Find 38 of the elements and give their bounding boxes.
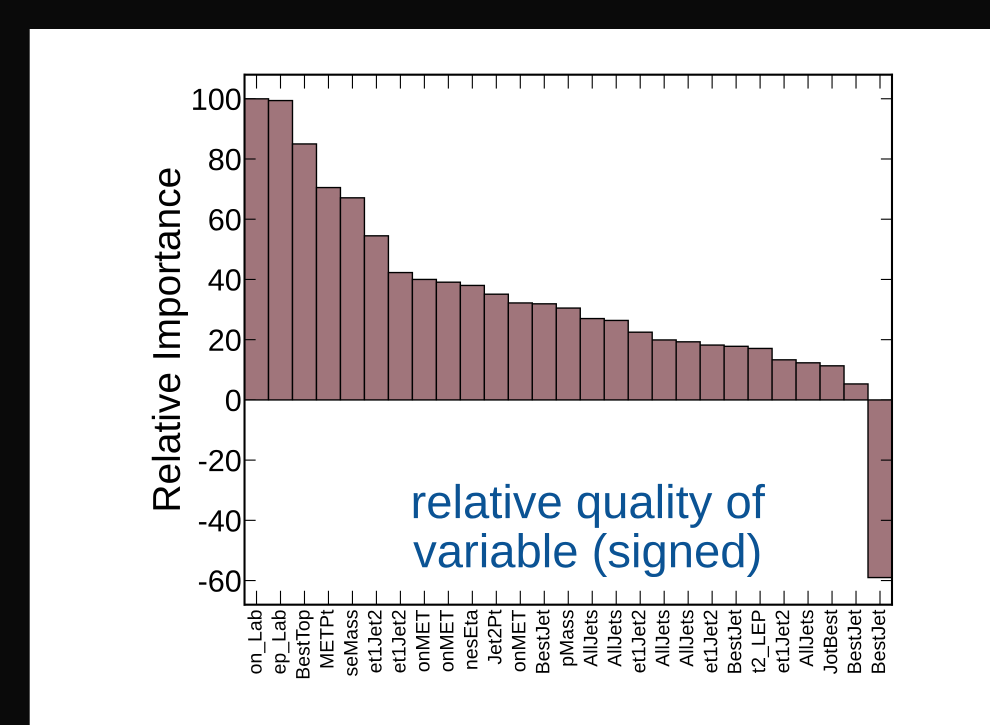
x-tick-label: on_Lab (247, 610, 266, 674)
x-tick-label: METPt (320, 610, 334, 668)
annotation: relative quality of variable (signed) (413, 484, 765, 578)
x-tick-label: et1Jet2 (368, 610, 382, 672)
x-tick-label: BestJet (728, 610, 742, 673)
x-tick-label: et1Jet2 (632, 610, 646, 672)
x-tick-label: onMET (512, 610, 526, 672)
y-tick-label: 60 (209, 208, 241, 231)
x-tick-label: ep_Lab (271, 610, 290, 674)
y-tick-label: 100 (193, 88, 241, 110)
x-tick-label: onMET (416, 610, 430, 672)
x-tick-label: t2_LEP (752, 610, 769, 673)
y-tick-label: -60 (198, 570, 241, 592)
x-tick-label: AllJets (583, 610, 598, 667)
x-tick-label: AllJets (655, 610, 670, 667)
x-tick-label: seMass (344, 610, 358, 676)
x-tick-label: BestJet (848, 610, 862, 673)
x-tick-label: et1Jet2 (392, 610, 406, 672)
y-tick-label: -40 (198, 510, 241, 532)
y-tick-label: 80 (209, 148, 241, 170)
x-tick-label: AllJets (607, 610, 622, 667)
x-tick-label: AllJets (679, 610, 694, 667)
y-axis-title: Relative Importance (152, 168, 188, 510)
x-tick-label: Jet2Pt (488, 610, 502, 664)
x-tick-label: et1Jet2 (776, 610, 790, 672)
x-tick-label: pMass (560, 610, 578, 666)
x-tick-label: BestTop (296, 610, 314, 678)
x-tick-label: BestJet (872, 610, 886, 673)
x-tick-label: BestJet (536, 610, 550, 673)
x-tick-label: onMET (440, 610, 454, 672)
x-tick-label: et1Jet2 (704, 610, 718, 672)
x-tick-label: AllJets (798, 610, 814, 667)
x-tick-label: nesEta (464, 610, 478, 669)
y-tick-label: -20 (198, 450, 241, 472)
x-tick-label: JotBest (824, 610, 838, 674)
y-tick-label: 20 (209, 329, 241, 352)
y-tick-label: 40 (208, 269, 241, 291)
y-tick-label: 0 (226, 390, 241, 412)
